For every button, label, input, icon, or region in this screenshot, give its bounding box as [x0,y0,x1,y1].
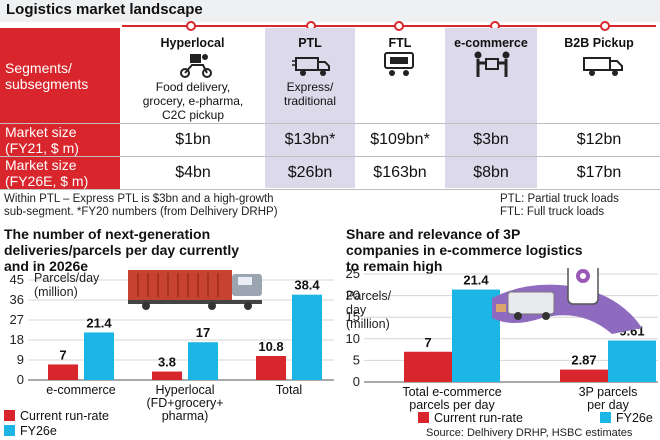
b2b-fy21-value: $12bn [576,131,622,148]
x-category-label: 3P parcels per day [579,385,638,412]
col-title-hyperlocal: Hyperlocal [160,36,225,50]
timeline-dot [186,21,196,31]
ptl-subsegments: Express/ traditional [283,80,337,108]
legend-swatch [600,412,611,423]
legend-swatch [4,425,15,436]
data-label: 17 [196,325,210,340]
x-category-label: Total e-commerce parcels per day [402,385,501,412]
ecommerce-column-shade [445,28,537,188]
data-label: 21.4 [86,315,112,330]
bar [48,364,78,380]
b2b-fy26-value: $17bn [576,164,622,181]
delivery-van-map-illustration [492,268,642,334]
ftl-fy21-value: $109bn* [370,131,430,148]
hyperlocal-fy21-value: $1bn [175,131,211,148]
y-tick-label: 10 [346,331,360,346]
col-title-ecommerce: e-commerce [454,36,528,50]
bar [292,294,322,380]
container-truck-illustration [128,270,262,310]
y-tick-label: 25 [346,268,360,281]
row-divider [0,123,660,124]
ptl-fy21-value: $13bn* [284,131,336,148]
ptl-column-shade [265,28,355,188]
legend-label: Current run-rate [20,409,109,423]
hyperlocal-fy26-value: $4bn [175,164,211,181]
x-category-label: e-commerce [46,383,116,397]
col-title-ptl: PTL [298,36,322,50]
bar [608,340,656,382]
legend-swatch [4,410,15,421]
col-title-b2b: B2B Pickup [564,36,634,50]
legend-label: FY26e [616,411,653,425]
truck-icon [292,57,330,76]
bar [256,356,286,380]
timeline-line [122,25,656,27]
bar [404,351,452,382]
row-divider [0,189,660,190]
data-label: 10.8 [258,339,283,354]
y-tick-label: 0 [17,372,24,387]
bar [560,369,608,382]
parcel-handover-icon [474,51,510,77]
x-category-label: Hyperlocal (FD+grocery+ pharma) [146,383,223,423]
data-label: 3.8 [158,355,176,370]
legend-label: FY26e [20,424,57,438]
chart1-svg: 0 9 18 27 36 45 Parcels/day (million) 7 21.4 e-com… [4,270,334,438]
data-label: 7 [424,335,431,350]
y-tick-label: 5 [353,352,360,367]
ftl-note: FTL: Full truck loads [500,206,605,218]
hyperlocal-subsegments: Food delivery, grocery, e-pharma, C2C pi… [142,80,244,122]
y-tick-label: 20 [346,288,360,303]
ecommerce-fy21-value: $3bn [473,131,509,148]
x-category-label: Total [276,383,302,397]
data-label: 2.87 [571,353,596,368]
y-tick-label: 15 [346,309,360,324]
chart1-title: The number of next-generation deliveries… [4,226,240,274]
y-tick-label: 45 [10,272,24,287]
source-note: Source: Delhivery DRHP, HSBC estimates [426,427,633,439]
data-label: 38.4 [294,278,320,293]
bar [84,332,114,380]
data-label: 7 [59,347,66,362]
chart2-svg: 0 5 10 15 20 25 Parcels/day (million) 7 21.4 Total… [346,268,658,425]
bar [152,371,182,380]
y-axis-label: Parcels/day (million) [34,271,100,299]
row-divider [0,156,660,157]
segments-header: Segments/ subsegments [0,28,120,123]
col-title-ftl: FTL [388,36,412,50]
y-tick-label: 0 [353,374,360,389]
fy21-row-header: Market size (FY21, $ m) [0,124,120,156]
bar [188,342,218,380]
page-title: Logistics market landscape [6,1,203,18]
delivery-scooter-icon [180,54,212,78]
ptl-note: PTL: Partial truck loads [500,193,619,205]
y-tick-label: 9 [17,352,24,367]
data-label: 21.4 [463,273,489,288]
timeline-dot [394,21,404,31]
title-bar [0,0,660,22]
y-tick-label: 27 [10,312,24,327]
chart2-title: Share and relevance of 3P companies in e… [346,226,583,274]
y-axis-label: Parcels/day (million) [346,289,392,331]
ftl-fy26-value: $163bn [373,164,427,181]
y-tick-label: 18 [10,332,24,347]
y-tick-label: 36 [10,292,24,307]
pickup-truck-icon [583,57,623,76]
container-truck-icon [384,52,414,76]
footnote: Within PTL – Express PTL is $3bn and a h… [4,193,278,218]
legend-label: Current run-rate [434,411,523,425]
ecommerce-fy26-value: $8bn [473,164,509,181]
ptl-fy26-value: $26bn [287,164,333,181]
legend-swatch [418,412,429,423]
fy26-row-header: Market size (FY26E, $ m) [0,157,120,189]
timeline-dot [600,21,610,31]
